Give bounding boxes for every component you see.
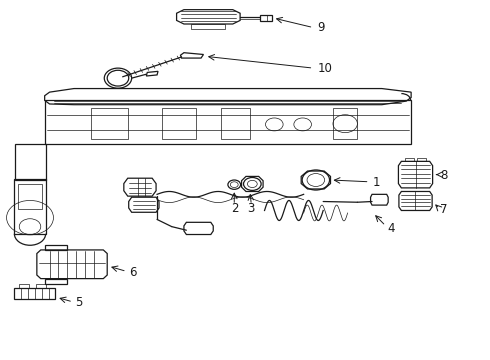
Text: 2: 2 xyxy=(231,202,239,215)
Text: 5: 5 xyxy=(75,296,82,309)
Text: 4: 4 xyxy=(388,221,395,235)
Text: 3: 3 xyxy=(247,202,255,215)
Text: 10: 10 xyxy=(318,62,332,75)
Text: 6: 6 xyxy=(129,266,136,279)
Text: 8: 8 xyxy=(441,169,448,182)
Circle shape xyxy=(107,70,129,86)
Text: 1: 1 xyxy=(373,176,381,189)
Text: 9: 9 xyxy=(318,22,325,35)
Text: 7: 7 xyxy=(441,203,448,216)
